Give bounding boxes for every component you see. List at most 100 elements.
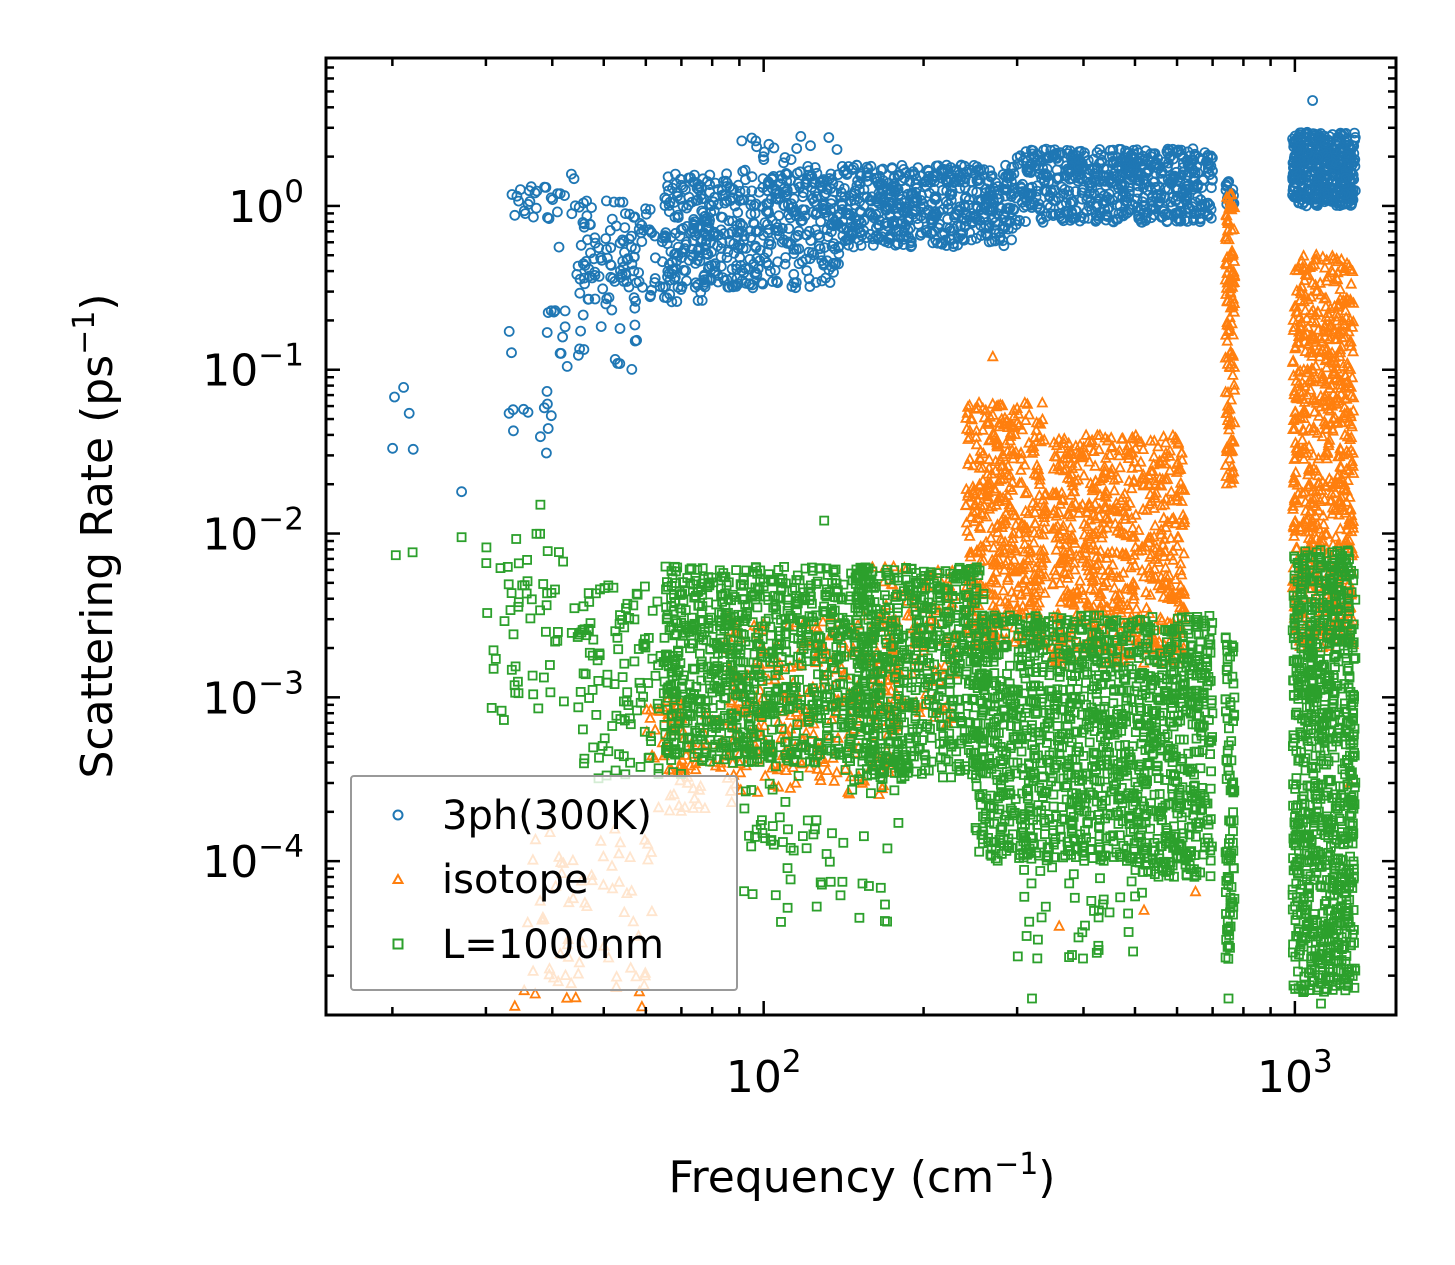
data-point-circle: [559, 321, 571, 333]
data-point-circle: [992, 188, 1004, 200]
data-point-circle: [994, 234, 1006, 246]
data-point-circle: [612, 357, 623, 369]
data-point-circle: [738, 194, 750, 206]
data-point-circle: [586, 202, 597, 214]
data-point-circle: [825, 219, 837, 231]
data-point-circle: [617, 255, 629, 267]
data-point-circle: [601, 195, 612, 207]
series-layer: [387, 95, 1361, 1012]
data-point-circle: [671, 296, 683, 307]
data-point-circle: [805, 140, 816, 152]
data-point-circle: [654, 280, 666, 292]
data-point-circle: [772, 277, 783, 289]
data-point-circle: [793, 225, 805, 237]
data-point-circle: [780, 252, 791, 263]
data-point-circle: [541, 327, 553, 338]
data-point-circle: [552, 206, 563, 218]
data-point-circle: [861, 167, 873, 179]
data-point-circle: [861, 170, 872, 182]
data-point-circle: [710, 265, 721, 277]
data-point-circle: [597, 283, 609, 295]
data-point-circle: [721, 168, 732, 180]
data-point-circle: [892, 217, 903, 229]
data-point-circle: [786, 198, 797, 210]
data-point-circle: [756, 277, 767, 289]
data-point-circle: [731, 260, 742, 272]
data-point-circle: [803, 246, 815, 258]
data-point-circle: [628, 265, 640, 277]
data-point-circle: [387, 442, 399, 454]
data-point-circle: [826, 261, 838, 273]
data-point-circle: [621, 276, 633, 287]
data-point-circle: [1008, 204, 1020, 216]
data-point-circle: [811, 167, 823, 179]
data-point-circle: [790, 282, 801, 294]
data-point-circle: [811, 199, 823, 211]
data-point-circle: [923, 174, 934, 186]
data-point-circle: [600, 233, 612, 245]
data-point-circle: [804, 253, 816, 265]
data-point-circle: [835, 221, 847, 233]
data-point-circle: [403, 407, 415, 419]
data-point-circle: [629, 319, 641, 331]
data-point-circle: [795, 130, 807, 142]
data-point-circle: [629, 302, 641, 314]
data-point-circle: [893, 224, 905, 236]
data-point-circle: [872, 193, 883, 205]
data-point-circle: [539, 181, 550, 193]
data-point-circle: [780, 168, 791, 180]
data-point-circle: [770, 218, 782, 230]
data-point-circle: [574, 287, 586, 299]
data-point-circle: [699, 210, 711, 222]
data-point-circle: [910, 206, 921, 218]
data-point-circle: [885, 233, 896, 245]
data-point-circle: [873, 214, 885, 226]
data-point-circle: [662, 180, 673, 192]
data-point-circle: [867, 239, 879, 251]
data-point-circle: [728, 280, 739, 292]
data-point-circle: [905, 237, 917, 249]
data-point-circle: [825, 168, 837, 180]
data-point-circle: [709, 260, 721, 272]
data-point-circle: [706, 246, 717, 258]
data-point-circle: [749, 268, 761, 280]
data-point-circle: [842, 204, 853, 216]
data-point-circle: [843, 239, 854, 251]
data-point-circle: [761, 198, 773, 210]
data-point-circle: [578, 197, 589, 209]
data-point-circle: [979, 211, 990, 223]
data-point-circle: [823, 132, 835, 143]
data-point-circle: [964, 227, 975, 239]
data-point-circle: [940, 234, 951, 246]
data-point-circle: [667, 182, 678, 194]
data-point-circle: [586, 272, 598, 284]
data-point-circle: [864, 228, 876, 240]
data-point-circle: [886, 181, 898, 193]
data-point-circle: [696, 193, 707, 205]
data-point-circle: [790, 206, 802, 217]
data-point-circle: [846, 189, 857, 201]
data-point-circle: [1094, 144, 1105, 155]
data-point-circle: [762, 246, 773, 258]
data-point-circle: [828, 238, 840, 250]
data-point-circle: [1010, 214, 1021, 226]
data-point-circle: [553, 241, 565, 253]
data-point-circle: [815, 216, 826, 228]
data-point-circle: [545, 410, 557, 422]
data-point-circle: [746, 171, 758, 183]
data-point-circle: [751, 252, 763, 264]
data-point-circle: [721, 180, 732, 192]
data-point-circle: [678, 264, 690, 276]
data-point-circle: [681, 202, 692, 214]
data-point-circle: [628, 292, 640, 304]
data-point-circle: [1192, 191, 1203, 203]
data-point-circle: [557, 331, 568, 343]
data-point-circle: [736, 135, 748, 147]
data-point-circle: [629, 211, 641, 223]
data-point-circle: [770, 193, 782, 204]
data-point-circle: [670, 168, 681, 180]
data-point-circle: [660, 281, 671, 293]
data-point-circle: [966, 234, 977, 246]
data-point-circle: [740, 242, 752, 254]
